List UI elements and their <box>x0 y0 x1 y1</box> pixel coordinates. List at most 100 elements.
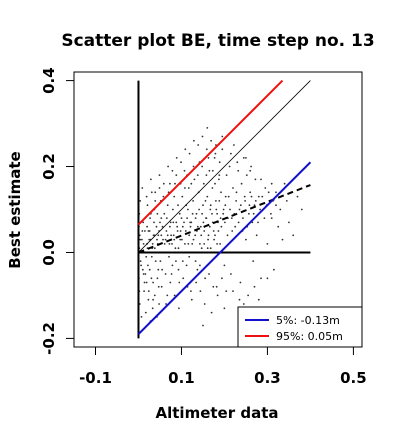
data-point <box>244 200 247 202</box>
data-point <box>148 268 151 271</box>
data-point <box>275 191 277 194</box>
data-point <box>169 182 171 185</box>
data-point <box>185 264 188 267</box>
data-point <box>218 161 221 164</box>
data-point <box>223 307 226 310</box>
data-point <box>166 234 169 237</box>
data-point <box>195 212 198 215</box>
data-point <box>201 135 204 138</box>
data-point <box>195 281 198 284</box>
data-point <box>188 234 191 237</box>
data-point <box>211 187 214 189</box>
data-point <box>210 311 213 314</box>
regression-line <box>138 184 311 254</box>
data-point <box>230 152 232 155</box>
data-point <box>206 247 209 250</box>
data-point <box>163 243 166 245</box>
data-point <box>162 238 164 241</box>
data-point <box>252 260 255 262</box>
data-point <box>292 234 295 237</box>
data-point <box>199 243 201 245</box>
data-point <box>196 174 199 177</box>
data-point <box>160 217 163 220</box>
data-point <box>141 268 144 271</box>
data-point <box>219 243 222 245</box>
data-point <box>153 294 156 297</box>
data-point <box>222 208 225 211</box>
data-point <box>296 195 299 198</box>
data-point <box>168 255 170 258</box>
data-point <box>143 290 146 292</box>
data-point <box>235 200 238 202</box>
data-point <box>147 230 150 232</box>
y-axis-label: Best estimate <box>6 151 24 268</box>
data-point <box>173 294 176 297</box>
data-point <box>238 208 241 211</box>
data-point <box>201 212 204 215</box>
data-point <box>161 225 164 228</box>
data-point <box>181 260 184 262</box>
data-point <box>158 303 161 305</box>
data-point <box>249 169 252 172</box>
data-point <box>157 285 160 288</box>
data-point <box>212 285 215 288</box>
data-point <box>257 298 260 301</box>
data-point <box>245 157 247 159</box>
data-point <box>175 174 178 177</box>
data-point <box>196 225 199 228</box>
data-point <box>214 182 216 185</box>
data-point <box>181 238 183 241</box>
data-point <box>213 157 216 159</box>
data-point <box>219 217 222 220</box>
data-point <box>218 200 221 202</box>
data-point <box>187 187 190 189</box>
data-point <box>162 182 165 185</box>
x-tick-label: 0.1 <box>168 369 195 387</box>
data-point <box>181 225 184 228</box>
data-point <box>199 225 202 228</box>
data-point <box>270 217 273 220</box>
data-point <box>239 281 242 284</box>
data-point <box>176 225 179 228</box>
data-point <box>211 212 213 215</box>
data-point <box>252 212 255 215</box>
data-point <box>164 238 167 241</box>
data-point <box>217 230 220 232</box>
reference-lines <box>137 79 312 339</box>
data-point <box>193 139 195 142</box>
data-point <box>197 144 200 146</box>
data-point <box>156 212 159 215</box>
data-point <box>254 200 257 202</box>
data-point <box>202 324 204 327</box>
data-point <box>147 298 150 301</box>
data-point <box>188 152 191 155</box>
data-point <box>148 230 151 232</box>
data-point <box>242 157 245 159</box>
data-point <box>267 191 270 194</box>
data-point <box>160 285 163 288</box>
data-point <box>239 204 242 207</box>
data-point <box>202 182 205 185</box>
data-point <box>155 225 158 228</box>
data-point <box>154 260 157 262</box>
data-point <box>215 200 217 202</box>
data-point <box>206 127 209 129</box>
legend-label-95: 95%: 0.05m <box>276 330 343 343</box>
data-point <box>152 298 155 301</box>
data-point <box>149 217 152 220</box>
data-point <box>281 238 284 241</box>
data-point <box>177 204 179 207</box>
data-point <box>165 217 168 220</box>
data-point <box>221 277 223 280</box>
data-point <box>226 234 229 237</box>
data-point <box>189 225 192 228</box>
data-point <box>227 195 230 198</box>
data-point <box>178 212 181 215</box>
data-point <box>150 255 153 258</box>
data-point <box>202 221 205 224</box>
data-point <box>166 294 169 297</box>
data-point <box>205 174 208 177</box>
data-point <box>300 208 303 211</box>
data-point <box>190 298 193 301</box>
data-point <box>158 174 161 177</box>
